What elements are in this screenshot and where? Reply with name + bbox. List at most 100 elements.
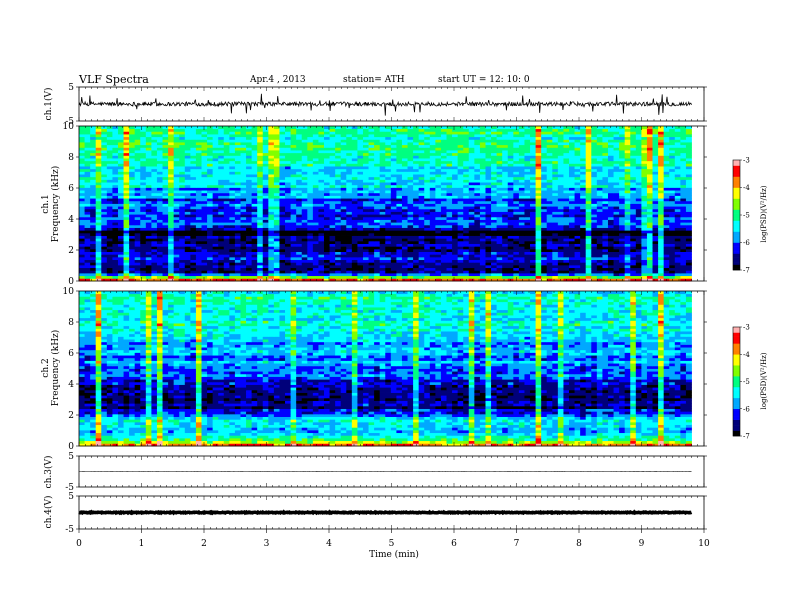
ch1-spectrogram-cell xyxy=(357,200,364,204)
ch1-spectrogram-cell xyxy=(195,243,202,247)
ch1-spectrogram-cell xyxy=(630,264,637,269)
ch1-spectrogram-cell xyxy=(385,278,392,282)
ch1-spectrogram-cell xyxy=(195,192,202,196)
ch1-spectrogram-cell xyxy=(607,176,614,180)
ch1-spectrogram-cell xyxy=(340,192,347,196)
ch1-spectrogram-cell xyxy=(229,190,236,194)
ch1-spectrogram-cell xyxy=(496,208,503,212)
ch1-spectrogram-cell xyxy=(613,184,620,188)
ch1-spectrogram-cell xyxy=(279,184,286,188)
ch1-spectrogram-cell xyxy=(234,251,241,255)
ch1-spectrogram-cell xyxy=(251,190,258,194)
ch1-spectrogram-cell xyxy=(184,208,191,212)
ch1-spectrogram-cell xyxy=(351,171,358,175)
ch1-spectrogram-cell xyxy=(641,246,648,250)
ch1-spectrogram-cell xyxy=(446,198,453,202)
ch1-spectrogram-cell xyxy=(413,256,420,261)
ch1-spectrogram-cell xyxy=(418,248,425,252)
ch1-spectrogram-cell xyxy=(474,251,481,255)
ch1-spectrogram-cell xyxy=(541,190,548,194)
ch1-spectrogram-cell xyxy=(229,184,236,188)
ch1-spectrogram-cell xyxy=(613,256,620,261)
ch1-spectrogram-cell xyxy=(362,184,369,188)
ch1-spectrogram-cell xyxy=(129,227,136,231)
ch1-spectrogram-cell xyxy=(491,190,498,194)
ch1-spectrogram-cell xyxy=(246,227,253,231)
ch1-spectrogram-cell xyxy=(179,192,186,196)
ch1-spectrogram-cell xyxy=(117,240,124,244)
ch1-spectrogram-cell xyxy=(262,272,269,277)
ch1-spectrogram-cell xyxy=(346,214,353,218)
ch1-spectrogram-cell xyxy=(290,251,297,255)
ch1-spectrogram-cell xyxy=(168,198,175,202)
ch1-spectrogram-cell xyxy=(424,184,431,188)
ch1-spectrogram-cell xyxy=(368,176,375,180)
ch1-spectrogram-cell xyxy=(257,166,264,170)
ch1-spectrogram-cell xyxy=(246,259,253,263)
ch1-spectrogram-cell xyxy=(663,184,670,188)
ch1-spectrogram-cell xyxy=(619,240,626,244)
ch1-spectrogram-cell xyxy=(591,211,598,215)
ch1-spectrogram-cell xyxy=(95,208,102,212)
ch1-spectrogram-cell xyxy=(541,211,548,215)
ch1-spectrogram-cell xyxy=(507,256,514,261)
ch1-spectrogram-cell xyxy=(446,190,453,194)
ch1-spectrogram-cell xyxy=(112,198,119,202)
ch1-spectrogram-cell xyxy=(507,267,514,271)
ch1-spectrogram-cell xyxy=(145,267,152,271)
ch1-spectrogram-cell xyxy=(580,190,587,194)
ch1-spectrogram-cell xyxy=(368,184,375,188)
ch1-spectrogram-cell xyxy=(173,224,180,228)
ch1-spectrogram-cell xyxy=(485,278,492,282)
ch1-spectrogram-cell xyxy=(452,187,459,191)
ch1-spectrogram-cell xyxy=(530,184,536,188)
ch1-spectrogram-cell xyxy=(285,238,291,242)
ch1-spectrogram-cell xyxy=(190,192,197,196)
ch1-spectrogram-cell xyxy=(145,248,152,252)
ch1-spectrogram-cell xyxy=(474,259,481,263)
ch1-spectrogram-cell xyxy=(619,230,626,234)
ch1-spectrogram-cell xyxy=(596,232,603,236)
ch1-spectrogram-cell xyxy=(240,174,247,178)
ch1-spectrogram-cell xyxy=(234,190,241,194)
ch1-spectrogram-cell xyxy=(140,195,147,199)
ch1-spectrogram-cell xyxy=(179,240,186,244)
ch1-spectrogram-cell xyxy=(212,176,219,180)
ch1-spectrogram-cell xyxy=(502,240,509,244)
ch1-spectrogram-cell xyxy=(552,214,559,218)
ch1-spectrogram-cell xyxy=(502,270,509,274)
ch1-spectrogram-cell xyxy=(79,264,85,269)
ch1-spectrogram-cell xyxy=(162,182,169,186)
ch1-spectrogram-cell xyxy=(390,270,397,274)
ch1-spectrogram-cell xyxy=(474,184,481,188)
ch1-spectrogram-cell xyxy=(123,179,130,183)
ch1-spectrogram-cell xyxy=(101,166,108,170)
ch1-spectrogram-cell xyxy=(474,238,481,242)
ch1-spectrogram-cell xyxy=(335,168,342,172)
ch1-spectrogram-cell xyxy=(368,272,375,277)
ch1-spectrogram-cell xyxy=(168,278,175,282)
ch1-spectrogram-cell xyxy=(630,248,637,252)
ch1-spectrogram-cell xyxy=(680,248,687,252)
ch1-spectrogram-cell xyxy=(591,187,598,191)
ch1-spectrogram-cell xyxy=(307,176,314,180)
ch1-spectrogram-cell xyxy=(379,254,386,258)
ch1-spectrogram-cell xyxy=(541,251,548,255)
ch1-spectrogram-cell xyxy=(429,198,436,202)
ch1-spectrogram-cell xyxy=(368,230,375,234)
ch1-spectrogram-cell xyxy=(168,166,175,170)
ch1-spectrogram-cell xyxy=(474,203,481,207)
ch1-spectrogram-cell xyxy=(234,270,241,274)
ch1-spectrogram-cell xyxy=(624,195,631,199)
ch1-spectrogram-cell xyxy=(112,208,119,212)
ch1-spectrogram-cell xyxy=(151,203,158,207)
ch1-spectrogram-cell xyxy=(468,168,475,172)
ch1-spectrogram-cell xyxy=(396,174,403,178)
ch1-spectrogram-cell xyxy=(669,248,676,252)
ch1-spectrogram-cell xyxy=(84,168,91,172)
ch1-spectrogram-cell xyxy=(324,264,330,269)
ch1-spectrogram-cell xyxy=(279,192,286,196)
ch1-spectrogram-cell xyxy=(307,270,314,274)
ch1-spectrogram-cell xyxy=(418,192,425,196)
ch1-spectrogram-cell xyxy=(401,243,408,247)
